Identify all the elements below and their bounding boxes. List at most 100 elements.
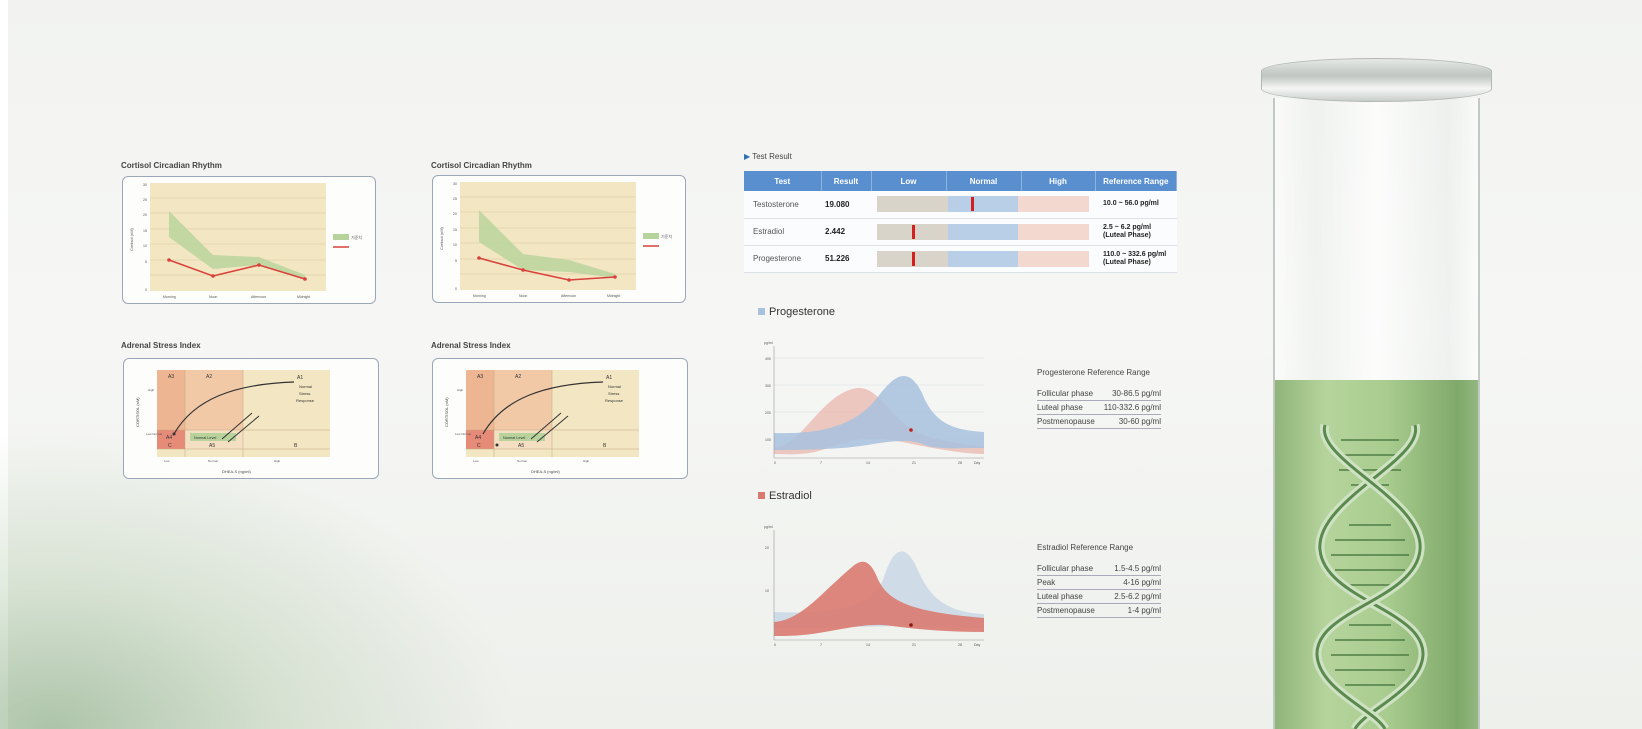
progesterone-band xyxy=(774,376,984,450)
header-normal: Normal xyxy=(946,171,1022,191)
zone-label: B xyxy=(294,443,298,449)
point xyxy=(172,432,176,436)
adrenal-panel-2: A3 A2 A1 Normal Stress Response Normal L… xyxy=(432,358,688,479)
zone-label: A2 xyxy=(206,374,212,380)
progesterone-reference-box: Progesterone Reference Range Follicular … xyxy=(1037,368,1161,429)
y-tick: 20 xyxy=(143,213,147,217)
result-point xyxy=(909,623,913,627)
cortisol-point xyxy=(257,263,261,267)
range-bar-cell xyxy=(871,218,1095,246)
x-tick: 7 xyxy=(820,461,822,465)
zone-label: Response xyxy=(296,398,315,403)
zone-label: A1 xyxy=(297,375,303,381)
range-bar xyxy=(877,196,1090,213)
range-bar-cell xyxy=(871,191,1095,219)
zone-label: A4 xyxy=(166,435,172,441)
x-tick: 0 xyxy=(774,643,776,647)
test-result-value: 19.080 xyxy=(821,191,871,219)
cortisol-series-line xyxy=(478,257,616,281)
cortisol-point xyxy=(303,277,307,281)
reference-range: 10.0 ~ 56.0 pg/ml xyxy=(1095,191,1177,219)
progesterone-chart: pg/ml 400 300 200 100 0 7 14 21 28 Day xyxy=(764,341,984,465)
cortisol-point xyxy=(477,256,481,260)
range-low xyxy=(877,196,948,213)
estradiol-reference-box: Estradiol Reference Range Follicular pha… xyxy=(1037,543,1161,618)
y-tick: High xyxy=(148,388,155,392)
zone-label: A1 xyxy=(606,375,612,381)
x-tick: Morning xyxy=(163,295,176,299)
table-header-row: Test Result Low Normal High Reference Ra… xyxy=(744,171,1177,191)
y-axis-label: CORTISOL (nM) xyxy=(135,397,140,427)
cortisol-series-line xyxy=(168,259,306,280)
zone-label: A4 xyxy=(475,435,481,441)
y-tick: 5 xyxy=(455,259,457,263)
header-low: Low xyxy=(871,171,947,191)
x-tick: Noon xyxy=(519,294,527,298)
cortisol-point xyxy=(211,274,215,278)
estradiol-chart: pg/ml 20 10 0 7 14 21 28 Day xyxy=(764,525,984,647)
normal-level-label: Normal Level xyxy=(503,436,526,440)
y-tick: 30 xyxy=(143,183,147,187)
test-result-value: 51.226 xyxy=(821,245,871,273)
reference-label: Luteal phase xyxy=(1037,592,1083,601)
y-axis-label: Cortisol (nM) xyxy=(439,226,444,250)
zone-label: B xyxy=(603,443,607,449)
y-tick: 400 xyxy=(765,357,771,361)
reference-row: Follicular phase 1.5-4.5 pg/ml xyxy=(1037,562,1161,576)
reference-label: Follicular phase xyxy=(1037,564,1094,573)
progesterone-legend-label: Progesterone xyxy=(769,306,836,318)
zone-label: C xyxy=(477,443,481,449)
y-axis-label: Cortisol (nM) xyxy=(129,227,134,251)
reference-row: Luteal phase 2.5-6.2 pg/ml xyxy=(1037,590,1161,604)
zone-label: Response xyxy=(605,398,624,403)
reference-range-line1: 2.5 ~ 6.2 pg/ml xyxy=(1103,223,1152,231)
adrenal-title-1: Adrenal Stress Index xyxy=(121,341,201,350)
x-axis-label: DHEA-S (ng/ml) xyxy=(222,469,251,474)
zone-label: A5 xyxy=(518,443,524,449)
y-tick: 15 xyxy=(453,228,457,232)
zone-a4 xyxy=(466,430,494,449)
estradiol-band xyxy=(774,561,984,636)
result-marker xyxy=(912,251,916,266)
test-result-table: Test Result Low Normal High Reference Ra… xyxy=(744,171,1177,273)
legend-range-label: 기준치 xyxy=(351,234,362,240)
reference-row: Luteal phase 110-332.6 pg/ml xyxy=(1037,401,1161,415)
range-high xyxy=(1018,250,1090,267)
cortisol-point xyxy=(613,275,617,279)
reference-range-band xyxy=(169,211,305,279)
range-normal xyxy=(947,196,1019,213)
y-tick: 30 xyxy=(453,182,457,186)
stress-curve xyxy=(173,381,295,435)
x-tick: Normal xyxy=(517,459,527,463)
legend-range-label: 기준치 xyxy=(661,233,672,239)
zone-label: A5 xyxy=(209,443,215,449)
cortisol-chart-2: 30 25 20 15 10 5 0 Morning Noon Afternoo… xyxy=(439,182,672,298)
header-test: Test xyxy=(744,171,822,191)
y-tick: 10 xyxy=(453,243,457,247)
y-unit: pg/ml xyxy=(764,341,773,345)
reference-value: 1-4 pg/ml xyxy=(1127,606,1161,615)
x-tick: 14 xyxy=(866,643,870,647)
x-tick: 0 xyxy=(774,461,776,465)
cortisol-title-1: Cortisol Circadian Rhythm xyxy=(121,161,222,170)
x-tick: Afternoon xyxy=(561,294,576,298)
reference-label: Luteal phase xyxy=(1037,403,1083,412)
cortisol-chart-1: 30 25 20 15 10 5 0 Morning Noon Afternoo… xyxy=(129,183,362,299)
reference-row: Peak 4-16 pg/ml xyxy=(1037,576,1161,590)
y-tick: High xyxy=(457,388,464,392)
x-tick: 28 xyxy=(958,461,962,465)
x-tick: 21 xyxy=(912,461,916,465)
y-tick: 10 xyxy=(143,244,147,248)
dna-helix-icon xyxy=(1312,423,1428,729)
zone-label: A2 xyxy=(515,374,521,380)
test-result-value: 2.442 xyxy=(821,218,871,246)
x-tick: 7 xyxy=(820,643,822,647)
x-tick: 21 xyxy=(912,643,916,647)
reference-label: Peak xyxy=(1037,578,1056,587)
x-tick: 28 xyxy=(958,643,962,647)
x-tick: Afternoon xyxy=(251,295,266,299)
dna-strand xyxy=(1315,424,1422,729)
table-row: Estradiol 2.442 2.5 ~ 6.2 pg/ml (Luteal … xyxy=(744,218,1177,246)
dna-strand xyxy=(1318,424,1425,729)
range-normal xyxy=(947,250,1019,267)
